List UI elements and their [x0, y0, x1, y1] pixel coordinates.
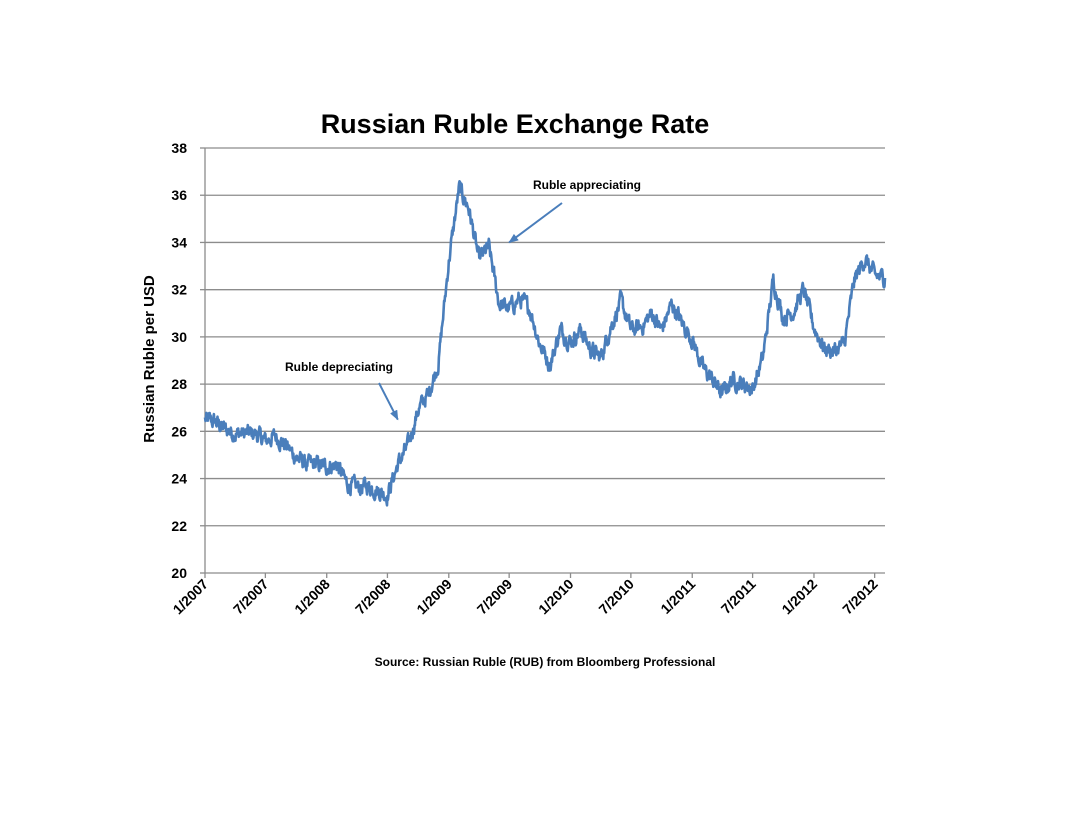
- chart-title: Russian Ruble Exchange Rate: [321, 109, 710, 139]
- annotation-label: Ruble appreciating: [533, 178, 641, 192]
- x-tick-label: 7/2008: [352, 576, 394, 618]
- y-axis-label: Russian Ruble per USD: [141, 275, 158, 443]
- annotation-label: Ruble depreciating: [285, 360, 393, 374]
- y-tick-label: 34: [171, 234, 187, 250]
- series-layer: [203, 180, 887, 507]
- annotations: Ruble depreciating Ruble appreciating: [285, 178, 641, 421]
- x-tick-label: 1/2011: [657, 576, 698, 617]
- y-tick-label: 36: [171, 187, 187, 203]
- annotation-arrow: [508, 202, 563, 244]
- y-tick-label: 28: [171, 376, 187, 392]
- y-tick-label: 32: [171, 282, 187, 298]
- y-tick-label: 22: [171, 518, 187, 534]
- y-tick-label: 26: [171, 423, 187, 439]
- y-tick-label: 38: [171, 140, 187, 156]
- y-tick-label: 24: [171, 471, 187, 487]
- x-tick-label: 1/2007: [170, 576, 212, 618]
- annotation-arrow: [378, 382, 399, 421]
- source-note: Source: Russian Ruble (RUB) from Bloombe…: [375, 655, 716, 669]
- y-tick-label: 20: [171, 565, 187, 581]
- x-tick-label: 1/2008: [291, 576, 333, 618]
- x-tick-label: 7/2007: [230, 576, 272, 618]
- x-tick-label: 7/2010: [595, 576, 637, 618]
- series-line: [203, 180, 887, 507]
- x-tick-label: 1/2009: [413, 576, 455, 618]
- y-tick-label: 30: [171, 329, 187, 345]
- axes: [200, 147, 876, 578]
- x-tick-label: 7/2012: [839, 576, 881, 618]
- x-tick-label: 7/2011: [718, 576, 759, 617]
- x-tick-label: 7/2009: [474, 576, 516, 618]
- x-tick-labels: 1/2007 7/2007 1/2008 7/2008 1/2009 7/2009 1/20…: [170, 576, 881, 618]
- y-tick-labels: 20 22 24 26 28 30 32 34 36 38: [171, 140, 187, 581]
- gridlines: [205, 147, 885, 574]
- x-tick-label: 1/2012: [778, 576, 820, 618]
- x-tick-label: 1/2010: [535, 576, 577, 618]
